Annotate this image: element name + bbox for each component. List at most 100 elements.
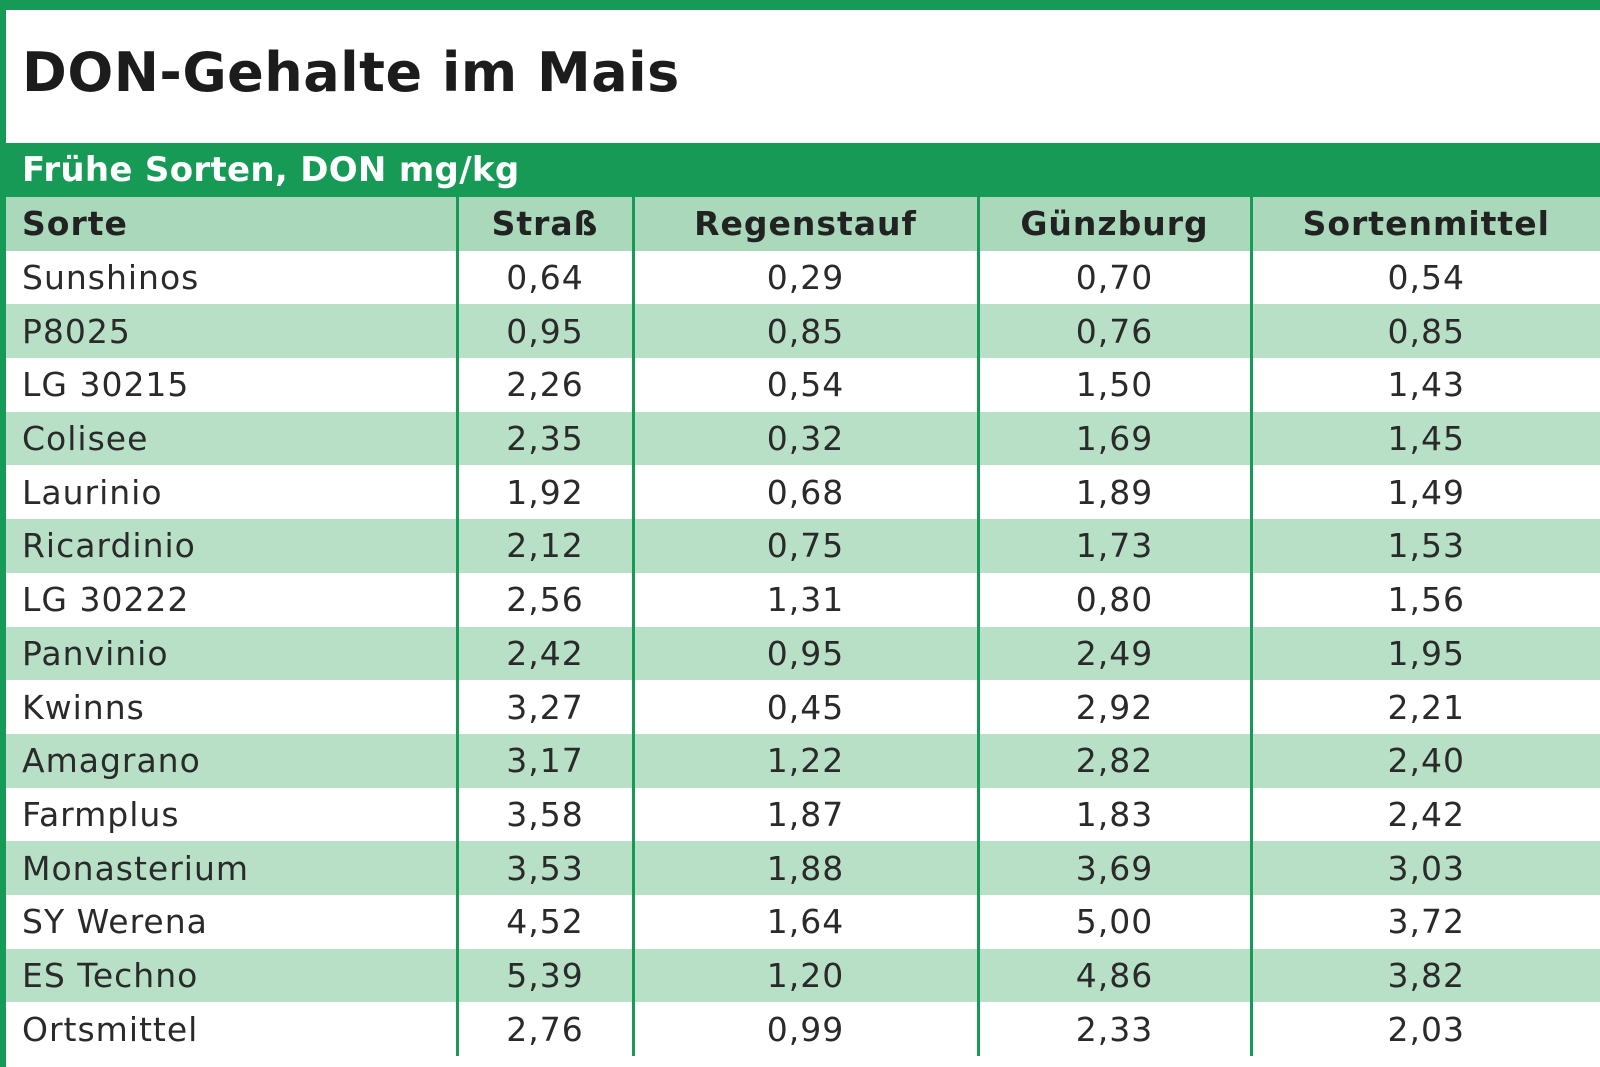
cell-regenstauf: 1,22 <box>633 733 980 788</box>
cell-guenzburg: 4,86 <box>978 948 1253 1003</box>
cell-sorte: Amagrano <box>6 733 459 788</box>
cell-strass: 2,12 <box>457 519 635 573</box>
cell-strass: 0,95 <box>457 304 635 359</box>
cell-regenstauf: 0,85 <box>633 304 980 359</box>
cell-sorte: ES Techno <box>6 948 459 1003</box>
cell-guenzburg: 2,33 <box>978 1002 1253 1056</box>
cell-guenzburg: 1,89 <box>978 465 1253 520</box>
cell-regenstauf: 1,64 <box>633 894 980 949</box>
table-row: Farmplus 3,58 1,87 1,83 2,42 <box>6 787 1600 842</box>
cell-sorte: Monasterium <box>6 841 459 895</box>
header-guenzburg: Günzburg <box>978 197 1253 251</box>
cell-regenstauf: 0,45 <box>633 680 980 734</box>
cell-sorte: Kwinns <box>6 680 459 734</box>
cell-sorte: LG 30222 <box>6 572 459 627</box>
cell-sorte: Colisee <box>6 411 459 466</box>
cell-sortenmittel: 3,82 <box>1251 948 1600 1003</box>
cell-sortenmittel: 1,56 <box>1251 572 1600 627</box>
page-title: DON-Gehalte im Mais <box>22 41 680 104</box>
cell-guenzburg: 5,00 <box>978 894 1253 949</box>
cell-regenstauf: 0,54 <box>633 358 980 412</box>
cell-strass: 3,17 <box>457 733 635 788</box>
cell-strass: 2,35 <box>457 411 635 466</box>
cell-guenzburg: 0,70 <box>978 250 1253 305</box>
cell-guenzburg: 1,50 <box>978 358 1253 412</box>
cell-sortenmittel: 2,21 <box>1251 680 1600 734</box>
cell-strass: 2,76 <box>457 1002 635 1056</box>
table-row: SY Werena 4,52 1,64 5,00 3,72 <box>6 894 1600 949</box>
table-row: LG 30222 2,56 1,31 0,80 1,56 <box>6 572 1600 627</box>
cell-sortenmittel: 2,40 <box>1251 733 1600 788</box>
cell-guenzburg: 2,82 <box>978 733 1253 788</box>
cell-sorte: Ricardinio <box>6 519 459 573</box>
cell-guenzburg: 1,73 <box>978 519 1253 573</box>
cell-strass: 2,26 <box>457 358 635 412</box>
cell-regenstauf: 0,29 <box>633 250 980 305</box>
table-row: Amagrano 3,17 1,22 2,82 2,40 <box>6 733 1600 788</box>
cell-sorte: Laurinio <box>6 465 459 520</box>
header-regenstauf: Regenstauf <box>633 197 980 251</box>
table-row: LG 30215 2,26 0,54 1,50 1,43 <box>6 358 1600 412</box>
cell-regenstauf: 0,68 <box>633 465 980 520</box>
cell-sortenmittel: 1,43 <box>1251 358 1600 412</box>
cell-sorte: Sunshinos <box>6 250 459 305</box>
cell-guenzburg: 0,76 <box>978 304 1253 359</box>
header-sortenmittel: Sortenmittel <box>1251 197 1600 251</box>
table-row: Panvinio 2,42 0,95 2,49 1,95 <box>6 626 1600 681</box>
cell-sortenmittel: 1,53 <box>1251 519 1600 573</box>
table-row: Kwinns 3,27 0,45 2,92 2,21 <box>6 680 1600 734</box>
cell-sorte: SY Werena <box>6 894 459 949</box>
cell-regenstauf: 1,31 <box>633 572 980 627</box>
table-row: Ortsmittel 2,76 0,99 2,33 2,03 <box>6 1002 1600 1056</box>
cell-regenstauf: 1,88 <box>633 841 980 895</box>
cell-sorte: Farmplus <box>6 787 459 842</box>
cell-sortenmittel: 1,49 <box>1251 465 1600 520</box>
table-subtitle: Frühe Sorten, DON mg/kg <box>6 143 1600 197</box>
cell-guenzburg: 0,80 <box>978 572 1253 627</box>
don-table: Sorte Straß Regenstauf Günzburg Sortenmi… <box>6 197 1600 1056</box>
cell-strass: 1,92 <box>457 465 635 520</box>
table-row: Monasterium 3,53 1,88 3,69 3,03 <box>6 841 1600 895</box>
cell-sorte: P8025 <box>6 304 459 359</box>
cell-guenzburg: 1,83 <box>978 787 1253 842</box>
table-row: ES Techno 5,39 1,20 4,86 3,82 <box>6 948 1600 1003</box>
header-row: Sorte Straß Regenstauf Günzburg Sortenmi… <box>6 197 1600 251</box>
cell-sortenmittel: 3,03 <box>1251 841 1600 895</box>
cell-strass: 2,42 <box>457 626 635 681</box>
cell-sortenmittel: 2,42 <box>1251 787 1600 842</box>
table-row: Ricardinio 2,12 0,75 1,73 1,53 <box>6 519 1600 573</box>
cell-sortenmittel: 1,45 <box>1251 411 1600 466</box>
cell-guenzburg: 1,69 <box>978 411 1253 466</box>
cell-strass: 0,64 <box>457 250 635 305</box>
cell-sortenmittel: 2,03 <box>1251 1002 1600 1056</box>
table-body: Sunshinos 0,64 0,29 0,70 0,54 P8025 0,95 0,85 0,… <box>6 250 1600 1056</box>
header-sorte: Sorte <box>6 197 459 251</box>
cell-sortenmittel: 3,72 <box>1251 894 1600 949</box>
cell-guenzburg: 3,69 <box>978 841 1253 895</box>
cell-guenzburg: 2,49 <box>978 626 1253 681</box>
cell-regenstauf: 1,20 <box>633 948 980 1003</box>
cell-guenzburg: 2,92 <box>978 680 1253 734</box>
cell-strass: 5,39 <box>457 948 635 1003</box>
cell-sortenmittel: 1,95 <box>1251 626 1600 681</box>
cell-sorte: LG 30215 <box>6 358 459 412</box>
table-row: Sunshinos 0,64 0,29 0,70 0,54 <box>6 250 1600 305</box>
cell-strass: 2,56 <box>457 572 635 627</box>
table-row: P8025 0,95 0,85 0,76 0,85 <box>6 304 1600 359</box>
cell-strass: 4,52 <box>457 894 635 949</box>
cell-regenstauf: 0,75 <box>633 519 980 573</box>
cell-sorte: Ortsmittel <box>6 1002 459 1056</box>
cell-regenstauf: 0,95 <box>633 626 980 681</box>
table-row: Laurinio 1,92 0,68 1,89 1,49 <box>6 465 1600 520</box>
cell-strass: 3,27 <box>457 680 635 734</box>
cell-strass: 3,53 <box>457 841 635 895</box>
cell-sortenmittel: 0,85 <box>1251 304 1600 359</box>
table-row: Colisee 2,35 0,32 1,69 1,45 <box>6 411 1600 466</box>
cell-strass: 3,58 <box>457 787 635 842</box>
cell-regenstauf: 0,32 <box>633 411 980 466</box>
cell-sorte: Panvinio <box>6 626 459 681</box>
header-strass: Straß <box>457 197 635 251</box>
cell-regenstauf: 0,99 <box>633 1002 980 1056</box>
cell-regenstauf: 1,87 <box>633 787 980 842</box>
